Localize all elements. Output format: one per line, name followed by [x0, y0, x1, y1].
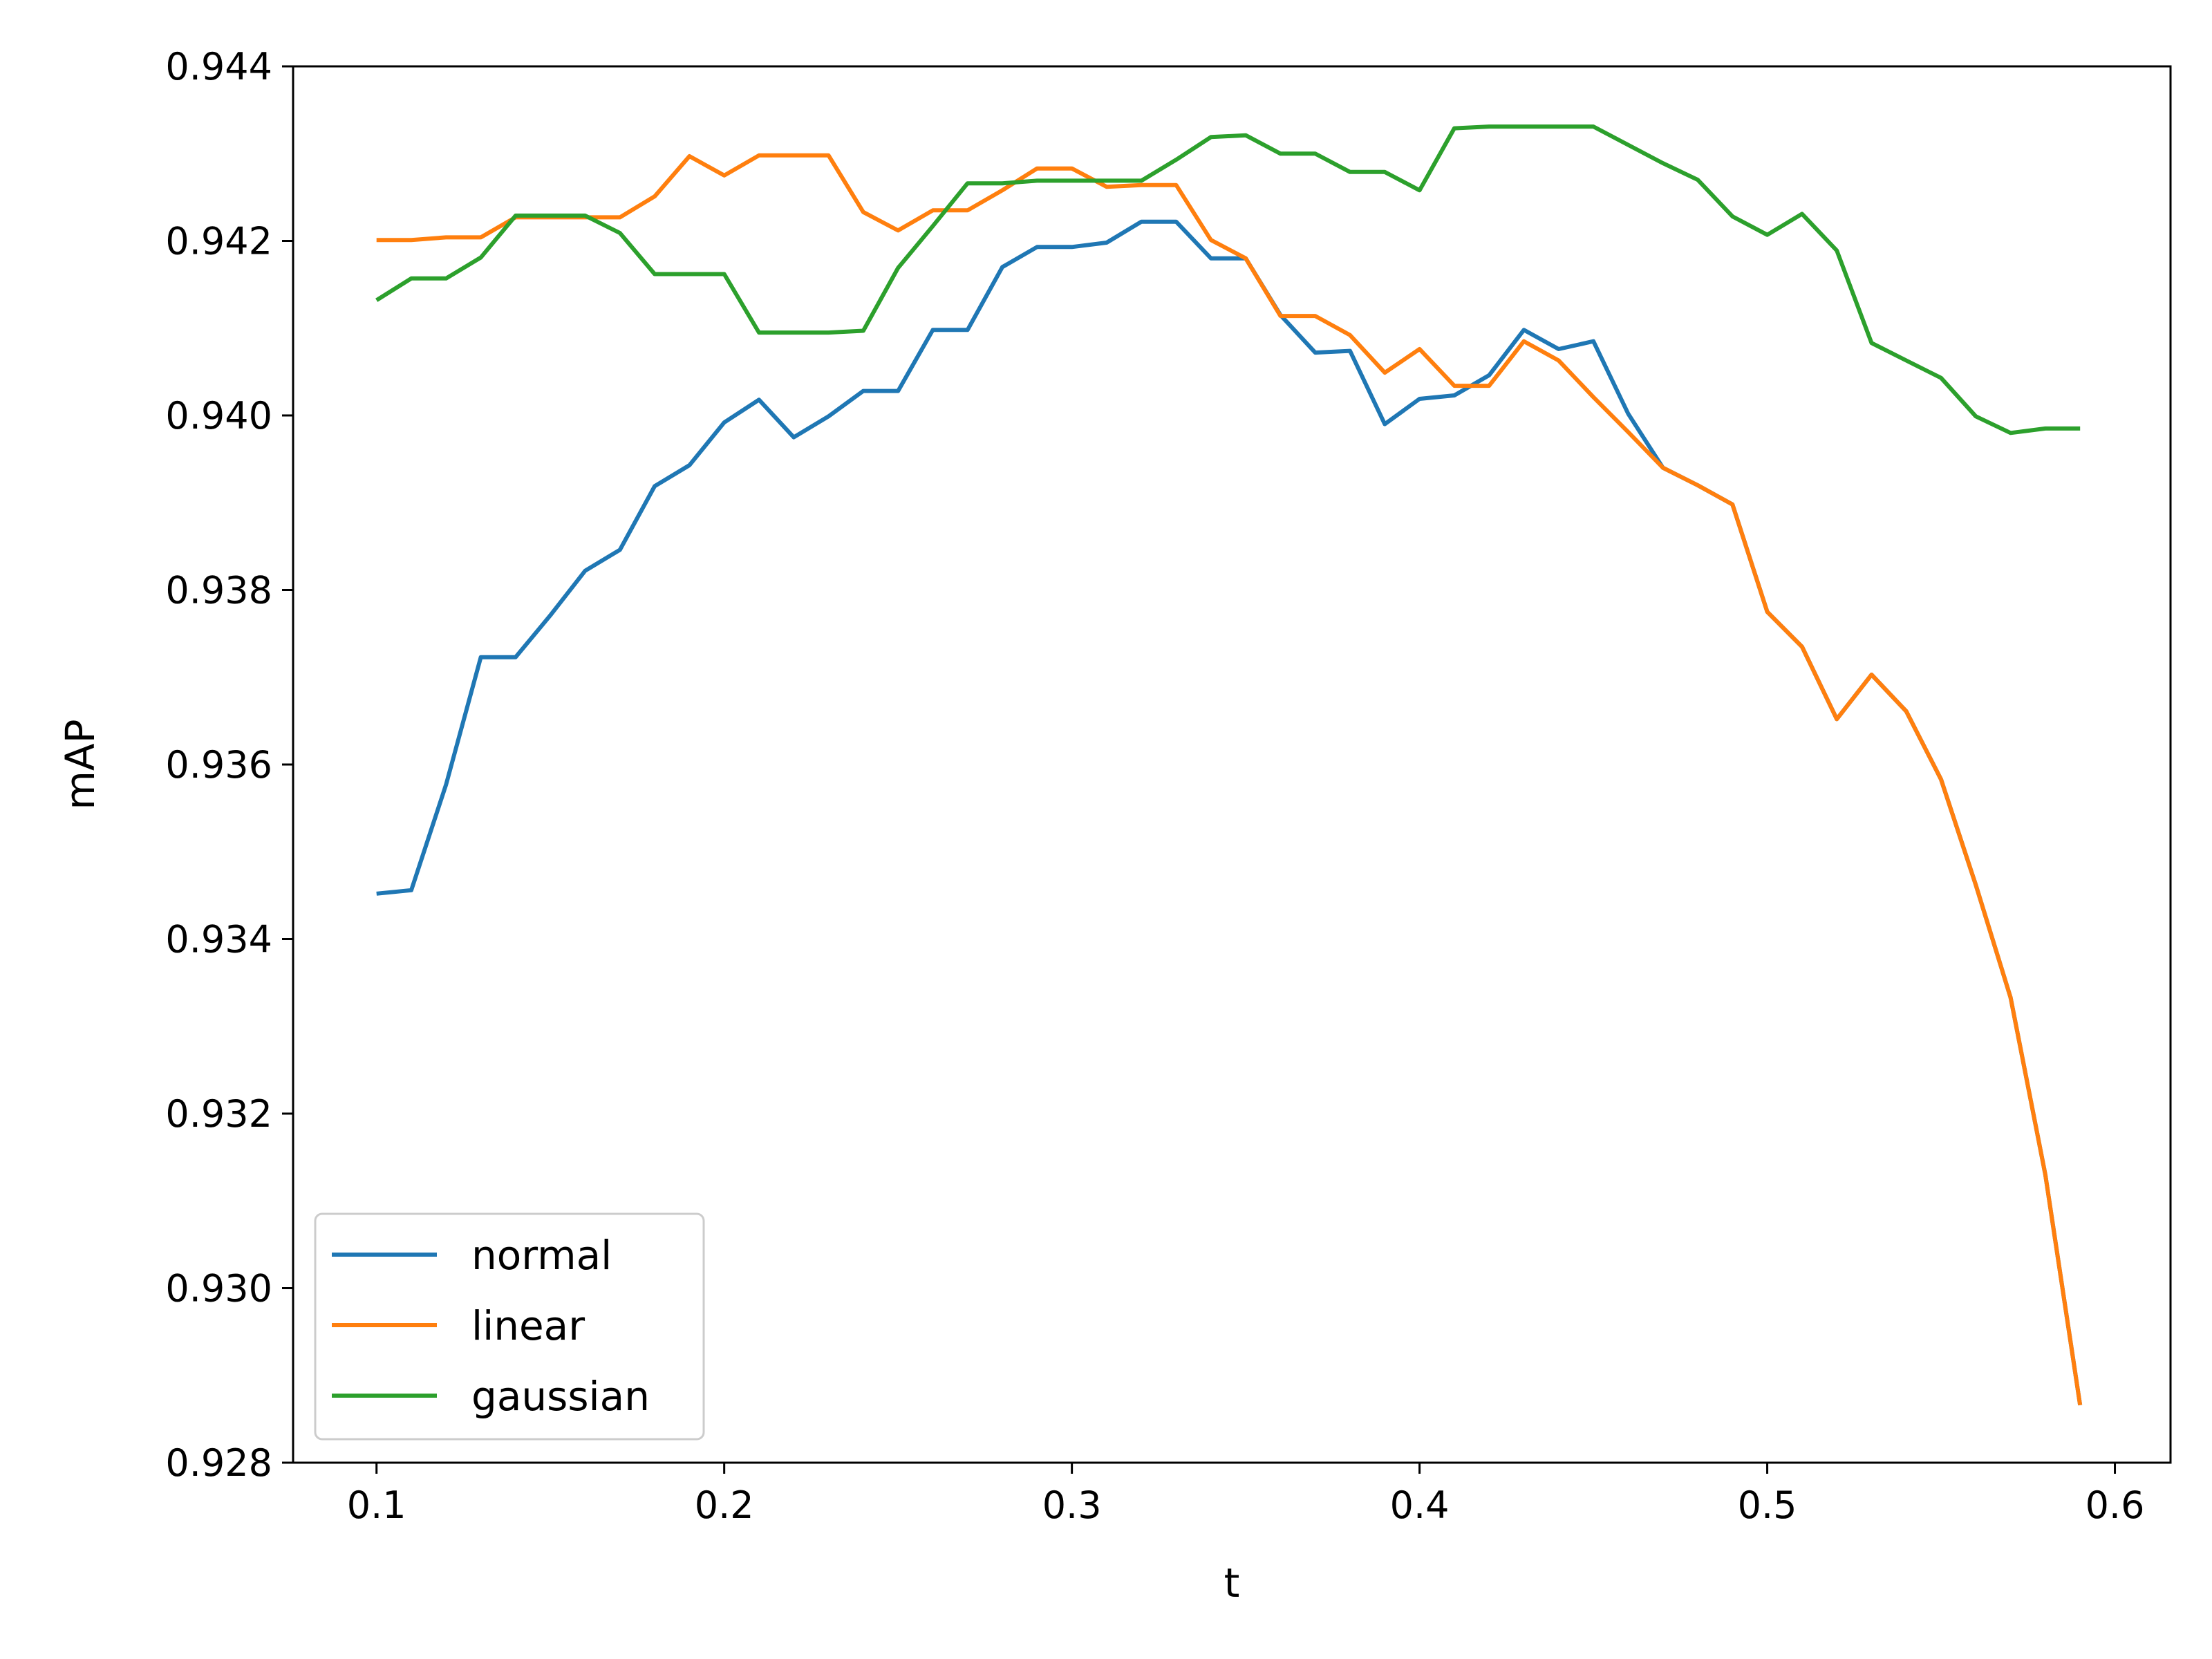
y-tick-label: 0.934 — [165, 918, 272, 962]
x-tick-label: 0.2 — [695, 1483, 754, 1527]
y-tick-label: 0.928 — [165, 1441, 272, 1485]
x-axis-label: t — [1224, 1559, 1240, 1606]
y-tick-label: 0.942 — [165, 220, 272, 263]
y-tick-label: 0.932 — [165, 1092, 272, 1136]
y-tick-label: 0.940 — [165, 394, 272, 438]
series-line-gaussian — [375, 124, 2081, 435]
x-tick-label: 0.6 — [2086, 1483, 2145, 1527]
y-tick-label: 0.930 — [165, 1267, 272, 1311]
x-tick-label: 0.5 — [1738, 1483, 1797, 1527]
series-layer — [375, 124, 2083, 1406]
y-axis: 0.928 0.930 0.932 0.934 0.936 0.938 0.940 0.942… — [165, 45, 293, 1485]
y-tick-label: 0.944 — [165, 45, 272, 88]
y-tick-label: 0.936 — [165, 743, 272, 787]
legend: normal linear gaussian — [314, 1212, 705, 1441]
x-tick-label: 0.1 — [347, 1483, 406, 1527]
legend-label-normal: normal — [471, 1232, 612, 1279]
legend-box — [314, 1212, 705, 1441]
legend-label-gaussian: gaussian — [471, 1373, 650, 1420]
x-tick-label: 0.4 — [1390, 1483, 1450, 1527]
y-tick-label: 0.938 — [165, 569, 272, 612]
series-line-linear — [376, 153, 2083, 1406]
legend-label-linear: linear — [471, 1302, 585, 1349]
x-tick-label: 0.3 — [1042, 1483, 1102, 1527]
x-axis: 0.1 0.2 0.3 0.4 0.5 0.6 — [347, 1463, 2145, 1527]
y-axis-label: mAP — [57, 719, 104, 809]
